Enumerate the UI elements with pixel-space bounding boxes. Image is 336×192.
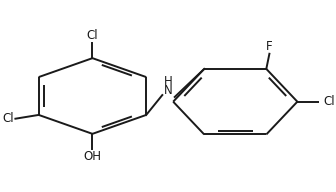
Text: OH: OH: [83, 150, 101, 163]
Text: Cl: Cl: [87, 29, 98, 42]
Text: N: N: [164, 84, 173, 97]
Text: Cl: Cl: [324, 95, 335, 108]
Text: Cl: Cl: [2, 112, 14, 125]
Text: F: F: [266, 40, 273, 53]
Text: H: H: [164, 75, 173, 89]
